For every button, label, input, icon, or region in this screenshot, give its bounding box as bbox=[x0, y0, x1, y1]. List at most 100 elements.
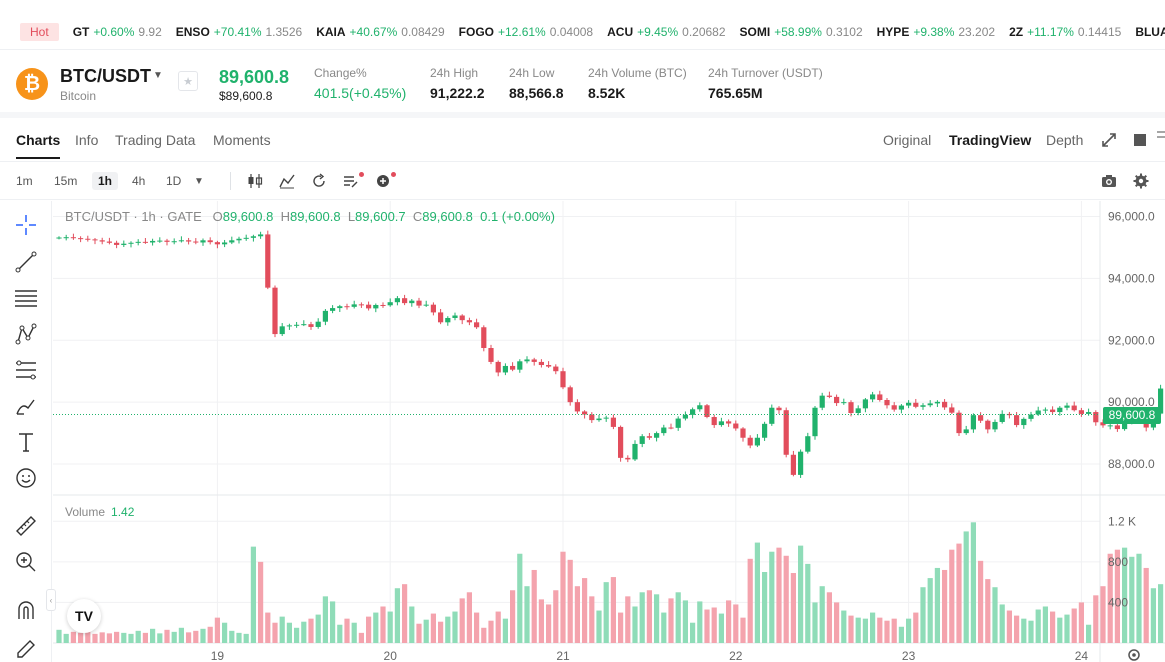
volume-bar bbox=[466, 592, 472, 643]
volume-bar bbox=[114, 631, 120, 643]
view-tradingview[interactable]: TradingView bbox=[949, 132, 1032, 148]
volume-bar bbox=[538, 599, 544, 643]
stat-label: 24h Low bbox=[509, 66, 555, 80]
tradingview-logo[interactable]: TV bbox=[67, 599, 101, 633]
interval-1m[interactable]: 1m bbox=[16, 174, 33, 188]
tab-info[interactable]: Info bbox=[75, 132, 99, 148]
volume-bar bbox=[344, 618, 350, 643]
volume-bar bbox=[222, 622, 228, 643]
ticker-item[interactable]: HYPE +9.38% 23.202 bbox=[877, 25, 995, 39]
chevron-down-icon[interactable]: ▼ bbox=[153, 70, 163, 81]
tab-charts[interactable]: Charts bbox=[16, 132, 61, 159]
candle-body bbox=[704, 405, 710, 418]
candle-body bbox=[927, 403, 933, 406]
replay-icon[interactable] bbox=[310, 172, 328, 190]
volume-value: 1.42 bbox=[111, 505, 135, 519]
volume-bar bbox=[186, 632, 192, 643]
candle-body bbox=[229, 240, 235, 243]
interval-1h[interactable]: 1h bbox=[92, 172, 119, 190]
ticker-price: 9.92 bbox=[138, 24, 162, 39]
text-icon[interactable] bbox=[14, 430, 38, 454]
horizontal-lines-icon[interactable] bbox=[14, 286, 38, 310]
menu-lines-icon[interactable] bbox=[1157, 130, 1165, 144]
candle-body bbox=[121, 243, 127, 245]
volume-bar bbox=[502, 618, 508, 643]
ticker-item[interactable]: GT +0.60% 9.92 bbox=[73, 25, 162, 39]
pair-selector[interactable]: BTC/USDT bbox=[60, 66, 151, 86]
fib-retracement-icon[interactable] bbox=[14, 358, 38, 382]
tab-trading-data[interactable]: Trading Data bbox=[115, 132, 196, 148]
candlestick-chart[interactable]: 96,000.0 94,000.0 92,000.0 90,000.0 88,000.0… bbox=[53, 201, 1165, 662]
volume-bar bbox=[330, 601, 336, 643]
candle-body bbox=[963, 429, 969, 434]
volume-bar bbox=[985, 579, 991, 643]
magnet-icon[interactable] bbox=[14, 599, 38, 623]
candle-body bbox=[567, 387, 573, 403]
ticker-item[interactable]: KAIA +40.67% 0.08429 bbox=[316, 25, 444, 39]
candle-body bbox=[906, 402, 912, 406]
candle-body bbox=[488, 348, 494, 362]
favorite-star-icon[interactable]: ★ bbox=[178, 71, 198, 91]
volume-bar bbox=[805, 563, 811, 643]
chart-toolbar: 1m 15m 1h 4h 1D ▼ bbox=[0, 162, 1165, 200]
camera-icon[interactable] bbox=[1100, 172, 1118, 190]
ticker-item[interactable]: ENSO +70.41% 1.3526 bbox=[176, 25, 302, 39]
coin-name: Bitcoin bbox=[60, 89, 97, 103]
collapse-toolbar-chevron-icon[interactable]: ‹ bbox=[46, 589, 56, 611]
view-original[interactable]: Original bbox=[883, 132, 932, 148]
candle-body bbox=[769, 407, 775, 424]
trend-line-icon[interactable] bbox=[14, 250, 38, 274]
gear-icon[interactable] bbox=[1132, 172, 1150, 190]
interval-1d[interactable]: 1D bbox=[166, 174, 182, 188]
expand-icon[interactable] bbox=[1101, 132, 1117, 148]
interval-15m[interactable]: 15m bbox=[54, 174, 78, 188]
stat-24h-high: 24h High 91,222.2 bbox=[430, 66, 485, 101]
hot-badge[interactable]: Hot bbox=[20, 22, 59, 41]
volume-bar bbox=[884, 620, 890, 643]
volume-bar bbox=[855, 617, 861, 643]
ticker-item[interactable]: ACU +9.45% 0.20682 bbox=[607, 25, 725, 39]
interval-dropdown-chevron-icon[interactable]: ▼ bbox=[194, 176, 204, 187]
volume-bar bbox=[754, 542, 760, 643]
pencil-lock-icon[interactable] bbox=[14, 637, 38, 661]
ticker-item[interactable]: BLUAI bbox=[1135, 25, 1165, 39]
axis-settings-icon[interactable] bbox=[1126, 647, 1142, 662]
ticker-item[interactable]: SOMI +58.99% 0.3102 bbox=[740, 25, 863, 39]
chart-area[interactable]: 96,000.0 94,000.0 92,000.0 90,000.0 88,000.0… bbox=[46, 201, 1165, 662]
volume-bar bbox=[783, 555, 789, 643]
add-compare-icon[interactable] bbox=[374, 172, 392, 190]
candle-body bbox=[351, 304, 357, 307]
chart-legend: BTC/USDT · 1h · GATE O89,600.8 H89,600.8… bbox=[65, 209, 555, 224]
tab-moments[interactable]: Moments bbox=[213, 132, 271, 148]
candle-body bbox=[560, 371, 566, 388]
volume-axis-label: 800 bbox=[1108, 555, 1128, 569]
volume-bar bbox=[517, 553, 523, 643]
notification-dot bbox=[359, 172, 364, 177]
crosshair-icon[interactable] bbox=[14, 213, 38, 237]
legend-high: 89,600.8 bbox=[289, 209, 341, 224]
volume-bar bbox=[250, 546, 256, 643]
candle-body bbox=[582, 411, 588, 415]
emoji-icon[interactable] bbox=[14, 466, 38, 490]
candle-body bbox=[214, 242, 220, 245]
volume-bar bbox=[762, 572, 768, 643]
ticker-item[interactable]: 2Z +11.17% 0.14415 bbox=[1009, 25, 1121, 39]
brush-icon[interactable] bbox=[14, 394, 38, 418]
layout-square-icon[interactable] bbox=[1134, 134, 1146, 146]
alerts-list-icon[interactable] bbox=[342, 172, 360, 190]
candle-body bbox=[762, 423, 768, 438]
candles-icon[interactable] bbox=[246, 172, 264, 190]
last-price-usd: $89,600.8 bbox=[219, 89, 273, 103]
indicators-icon[interactable] bbox=[278, 172, 296, 190]
ruler-icon[interactable] bbox=[14, 514, 38, 538]
pattern-icon[interactable] bbox=[14, 322, 38, 346]
volume-bar bbox=[992, 587, 998, 643]
volume-bar bbox=[409, 606, 415, 643]
interval-4h[interactable]: 4h bbox=[132, 174, 146, 188]
candle-body bbox=[373, 304, 379, 309]
volume-legend: Volume 1.42 bbox=[65, 505, 134, 519]
view-depth[interactable]: Depth bbox=[1046, 132, 1084, 148]
ticker-symbol: 2Z bbox=[1009, 24, 1024, 39]
zoom-in-icon[interactable] bbox=[14, 550, 38, 574]
ticker-item[interactable]: FOGO +12.61% 0.04008 bbox=[459, 25, 593, 39]
